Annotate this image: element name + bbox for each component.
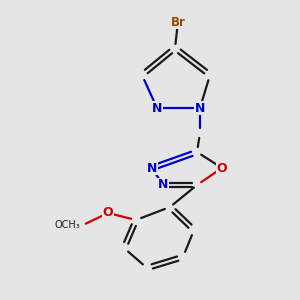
Text: N: N — [152, 101, 162, 115]
Text: N: N — [195, 101, 205, 115]
Text: OCH₃: OCH₃ — [54, 220, 80, 230]
Text: O: O — [217, 161, 227, 175]
Text: O: O — [103, 206, 113, 220]
Text: N: N — [147, 161, 157, 175]
Text: N: N — [158, 178, 168, 191]
Text: Br: Br — [171, 16, 185, 28]
